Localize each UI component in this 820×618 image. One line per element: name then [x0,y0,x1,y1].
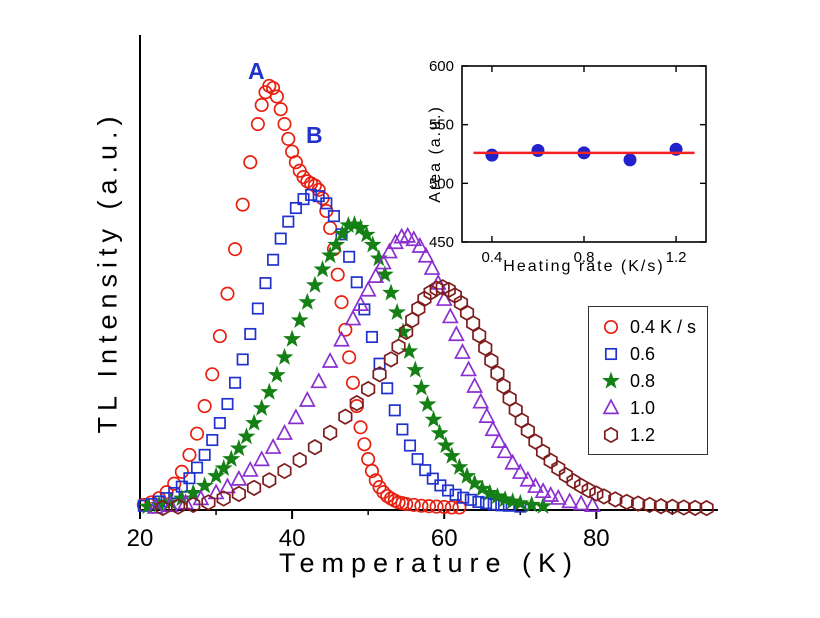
legend-marker-square-icon [604,347,618,361]
legend-marker-hexagon-icon [603,426,619,444]
series-0.8 [138,215,553,515]
inset-x-tick-label: 1.2 [666,249,687,266]
inset-y-tick-label: 450 [429,234,454,251]
legend-item: 0.8 [599,370,701,392]
inset-y-tick-label: 500 [429,175,454,192]
inset-x-axis-label: Heating rate (K/s) [503,258,665,275]
series-1.2 [155,279,714,517]
inset-x-tick-label: 0.8 [574,249,595,266]
peak-annotation-a: A [248,58,265,84]
legend-marker-star-icon [602,371,620,389]
x-tick-label: 40 [279,525,306,552]
x-axis-label: Temperature (K) [278,548,580,578]
legend-marker-circle-icon [603,319,619,335]
inset-y-tick-label: 600 [429,58,454,75]
legend-marker-triangle-icon [602,398,620,415]
legend-label: 1.0 [630,398,656,418]
legend-item: 0.6 [599,343,701,365]
y-axis-label: TL Intensity (a.u.) [92,110,123,434]
inset-y-tick-label: 550 [429,117,454,134]
legend-item: 0.4 K / s [599,316,701,338]
legend-label: 0.6 [630,344,656,364]
legend: 0.4 K / s 0.6 0.8 1.0 1.2 [588,306,708,455]
inset-y-axis-label: Area (a.u.) [427,105,444,203]
legend-label: 0.4 K / s [630,317,697,337]
legend-item: 1.2 [599,424,701,446]
legend-label: 1.2 [630,425,656,445]
inset-x-tick-label: 0.4 [481,249,502,266]
peak-annotation-b: B [306,122,323,148]
x-tick-label: 60 [431,525,458,552]
x-tick-label: 20 [127,525,154,552]
legend-item: 1.0 [599,397,701,419]
series-0.4 [136,78,467,515]
legend-label: 0.8 [630,371,656,391]
x-tick-label: 80 [583,525,610,552]
